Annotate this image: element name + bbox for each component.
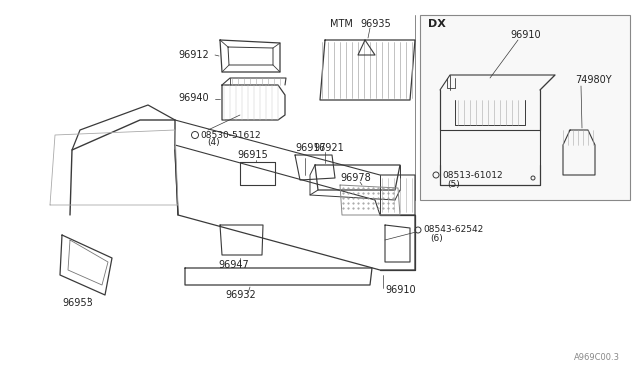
Text: 96921: 96921: [313, 143, 344, 153]
Text: 08513-61012: 08513-61012: [442, 170, 502, 180]
Text: 96940: 96940: [178, 93, 209, 103]
Text: 96978: 96978: [340, 173, 371, 183]
Text: 96953: 96953: [62, 298, 93, 308]
Text: 96947: 96947: [218, 260, 249, 270]
Text: 96932: 96932: [225, 290, 256, 300]
Text: 96935: 96935: [360, 19, 391, 29]
Text: 74980Y: 74980Y: [575, 75, 612, 85]
Text: 08530-51612: 08530-51612: [200, 131, 260, 140]
Text: 96910: 96910: [385, 285, 415, 295]
Bar: [420, 15, 630, 200]
Text: DX: DX: [428, 19, 446, 29]
Text: (5): (5): [447, 180, 460, 189]
Text: 96917: 96917: [295, 143, 326, 153]
Text: 96912: 96912: [178, 50, 209, 60]
Text: (6): (6): [430, 234, 443, 244]
Text: 08543-62542: 08543-62542: [423, 225, 483, 234]
Text: MTM: MTM: [330, 19, 353, 29]
Text: (4): (4): [207, 138, 220, 148]
Text: A969C00.3: A969C00.3: [574, 353, 620, 362]
Text: 96915: 96915: [237, 150, 268, 160]
Text: 96910: 96910: [510, 30, 541, 40]
